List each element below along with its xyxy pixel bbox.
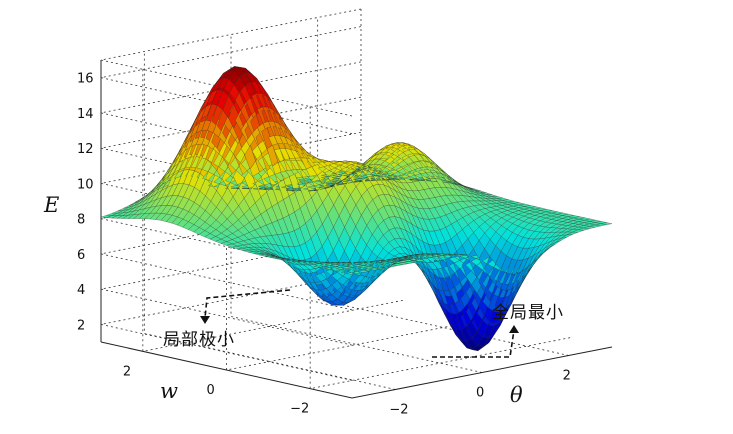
global-min-annotation: 全局最小 [432, 303, 564, 358]
z-tick-label: 16 [77, 72, 94, 87]
x-gridline [143, 51, 396, 390]
x-tick-label: 2 [563, 369, 571, 384]
global-min-label: 全局最小 [492, 303, 564, 323]
tick-labels: 2 4 6 8 10 12 14 16 −2 0 2 2 0 −2 [77, 72, 571, 418]
z-tick-label: 8 [77, 213, 85, 228]
local-min-arrow [204, 289, 291, 319]
z-gridline [100, 272, 362, 381]
z-tick-label: 4 [77, 283, 85, 298]
global-min-arrowhead [509, 325, 519, 333]
x-tick-label: −2 [389, 403, 408, 418]
z-axis-title: E [43, 193, 59, 217]
y-axis-title: w [160, 379, 178, 403]
z-tick-label: 12 [77, 142, 94, 157]
local-min-arrowhead [200, 316, 210, 324]
z-tick-label: 10 [77, 177, 94, 192]
z-tick-label: 14 [77, 107, 94, 122]
surface-patch [600, 222, 613, 226]
y-tick-label: 2 [123, 364, 131, 379]
z-tick-label: 6 [77, 248, 85, 263]
x-tick-label: 0 [476, 386, 484, 401]
energy-surface [100, 66, 613, 352]
y-tick-label: 0 [207, 383, 215, 398]
local-min-label: 局部极小 [163, 330, 235, 350]
z-tick-label: 2 [77, 318, 85, 333]
z-gridline [100, 202, 362, 311]
z-gridline [100, 237, 362, 346]
floor-axes [100, 341, 613, 399]
x-axis-title: θ [510, 383, 523, 407]
local-min-annotation: 局部极小 [163, 289, 291, 350]
global-min-arrow [432, 329, 515, 358]
y-tick-label: −2 [290, 402, 309, 417]
